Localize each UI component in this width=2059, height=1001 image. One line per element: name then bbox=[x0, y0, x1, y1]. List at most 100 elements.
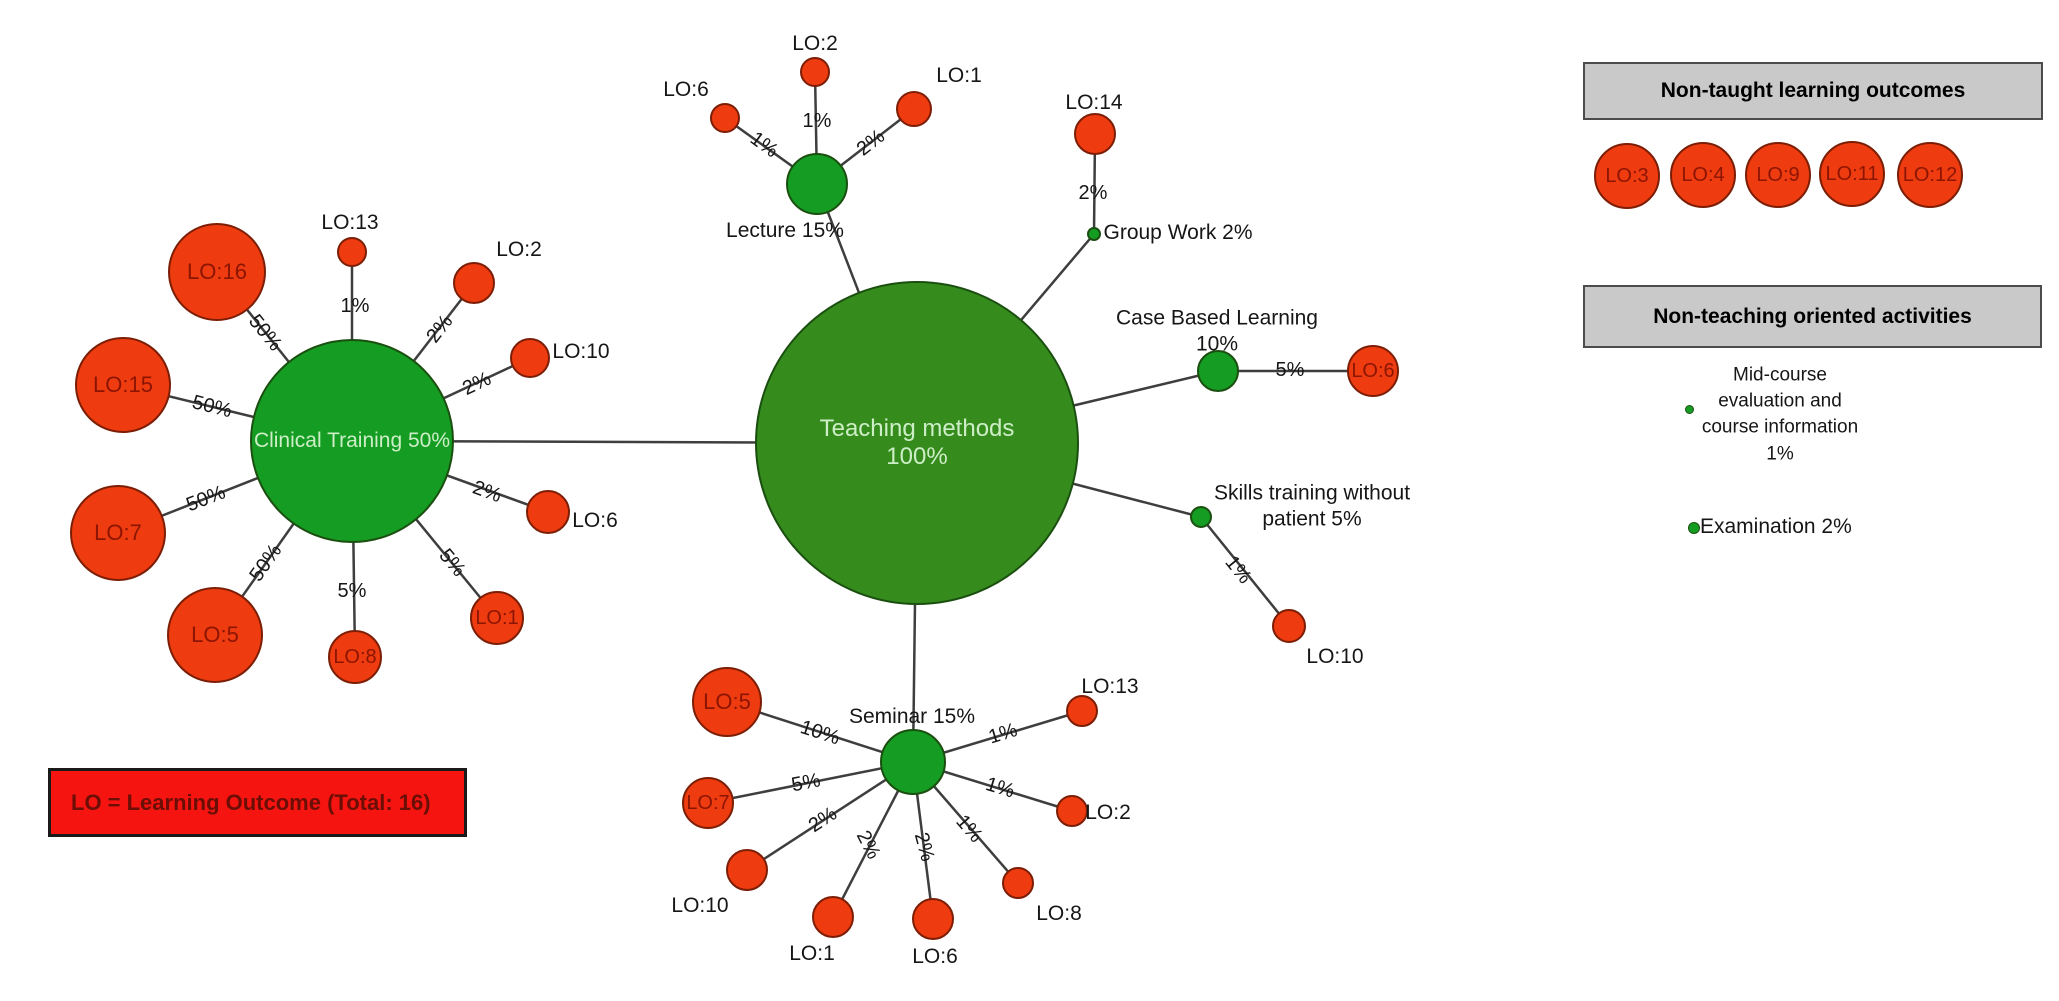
cbl-lo6-node: LO:6 bbox=[1347, 345, 1399, 397]
edge-seminar-lo8-label: 1% bbox=[951, 810, 987, 847]
lecture-lo6-node-label: LO:6 bbox=[663, 78, 709, 102]
clinical-lo5-node: LO:5 bbox=[167, 587, 263, 683]
seminar-lo1-node-label: LO:1 bbox=[789, 942, 835, 966]
case-based-learning-node bbox=[1197, 350, 1239, 392]
edge-clinical-lo15-label: 50% bbox=[189, 391, 235, 423]
edge-cbl-lo6-label: 5% bbox=[1275, 358, 1305, 381]
teaching-methods-node-label: Teaching methods 100% bbox=[819, 415, 1015, 470]
edge-seminar-lo10-label: 2% bbox=[804, 802, 842, 837]
edge-lecture-lo2-label: 1% bbox=[802, 109, 832, 132]
mid-course-dot bbox=[1685, 405, 1694, 414]
edge-skills-lo10-label: 1% bbox=[1220, 551, 1256, 589]
edge-seminar-lo6-label: 2% bbox=[909, 830, 939, 864]
non-teaching-header: Non-teaching oriented activities bbox=[1583, 285, 2042, 348]
groupwork-lo14-node-label: LO:14 bbox=[1065, 91, 1123, 115]
skills-training-node bbox=[1190, 506, 1212, 528]
clinical-lo5-node-label: LO:5 bbox=[191, 622, 239, 648]
seminar-node bbox=[880, 729, 946, 795]
clinical-lo8-node-label: LO:8 bbox=[333, 645, 377, 668]
seminar-lo7-node-label: LO:7 bbox=[686, 791, 730, 814]
mid-course-label: Mid-course evaluation and course informa… bbox=[1701, 364, 1859, 465]
nontaught-lo4-node: LO:4 bbox=[1670, 142, 1736, 208]
clinical-lo15-node: LO:15 bbox=[75, 337, 171, 433]
edge-seminar-lo7 bbox=[707, 760, 914, 805]
clinical-lo2-node bbox=[453, 262, 495, 304]
clinical-lo10-node-label: LO:10 bbox=[552, 340, 610, 364]
skills-lo10-node-label: LO:10 bbox=[1306, 645, 1364, 669]
nontaught-lo3-node-label: LO:3 bbox=[1605, 164, 1649, 187]
edge-groupwork-lo14-label: 2% bbox=[1078, 181, 1108, 204]
clinical-lo7-node-label: LO:7 bbox=[94, 520, 142, 546]
clinical-training-node-label: Clinical Training 50% bbox=[253, 428, 451, 452]
nontaught-lo9-node-label: LO:9 bbox=[1756, 163, 1800, 186]
seminar-lo6-node-label: LO:6 bbox=[912, 945, 958, 969]
nontaught-lo11-node-label: LO:11 bbox=[1825, 162, 1879, 185]
edge-seminar-lo13-label: 1% bbox=[985, 719, 1020, 749]
clinical-lo10-node bbox=[510, 338, 550, 378]
clinical-lo8-node: LO:8 bbox=[328, 630, 382, 684]
seminar-lo13-node-label: LO:13 bbox=[1081, 675, 1139, 699]
seminar-lo6-node bbox=[912, 898, 954, 940]
edge-clinical-lo6-label: 2% bbox=[469, 476, 505, 508]
edge-clinical-lo13-label: 1% bbox=[340, 294, 370, 317]
skills-lo10-node bbox=[1272, 609, 1306, 643]
edge-clinical-lo1-label: 5% bbox=[434, 544, 470, 582]
lecture-lo2-node bbox=[800, 57, 830, 87]
non-taught-header: Non-taught learning outcomes bbox=[1583, 62, 2043, 120]
examination-dot bbox=[1688, 522, 1700, 534]
clinical-lo6-node-label: LO:6 bbox=[572, 509, 618, 533]
seminar-lo1-node bbox=[812, 896, 854, 938]
teaching-methods-node: Teaching methods 100% bbox=[755, 281, 1079, 605]
seminar-lo7-node: LO:7 bbox=[682, 777, 734, 829]
seminar-lo2-node bbox=[1056, 795, 1088, 827]
lecture-lo2-node-label: LO:2 bbox=[792, 32, 838, 56]
clinical-lo15-node-label: LO:15 bbox=[93, 372, 153, 398]
edge-clinical-lo10-label: 2% bbox=[459, 367, 495, 400]
edge-clinical-lo8-label: 5% bbox=[337, 579, 367, 602]
group-work-node bbox=[1087, 227, 1101, 241]
examination-label: Examination 2% bbox=[1700, 515, 1852, 538]
clinical-lo6-node bbox=[526, 490, 570, 534]
clinical-lo7-node: LO:7 bbox=[70, 485, 166, 581]
clinical-training-node: Clinical Training 50% bbox=[250, 339, 454, 543]
edge-seminar-lo1-label: 2% bbox=[851, 827, 885, 863]
nontaught-lo11-node: LO:11 bbox=[1819, 141, 1885, 207]
skills-training-node-label: Skills training without patient 5% bbox=[1213, 481, 1411, 530]
seminar-lo5-node-label: LO:5 bbox=[703, 689, 751, 715]
seminar-lo8-node bbox=[1002, 867, 1034, 899]
nontaught-lo9-node: LO:9 bbox=[1745, 142, 1811, 208]
lecture-node bbox=[786, 153, 848, 215]
clinical-lo2-node-label: LO:2 bbox=[496, 238, 542, 262]
clinical-lo16-node-label: LO:16 bbox=[187, 259, 247, 285]
seminar-lo10-node-label: LO:10 bbox=[671, 894, 729, 918]
cbl-lo6-node-label: LO:6 bbox=[1351, 359, 1395, 382]
lecture-lo1-node bbox=[896, 91, 932, 127]
edge-clinical-lo5-label: 50% bbox=[245, 540, 287, 586]
lecture-node-label: Lecture 15% bbox=[726, 219, 844, 243]
edge-skills-lo10 bbox=[1200, 516, 1290, 627]
edge-clinical-lo2-label: 2% bbox=[422, 310, 458, 348]
edge-lecture-lo1-label: 2% bbox=[852, 125, 890, 161]
clinical-lo1-node: LO:1 bbox=[470, 591, 524, 645]
nontaught-lo4-node-label: LO:4 bbox=[1681, 163, 1725, 186]
legend-label: LO = Learning Outcome (Total: 16) bbox=[71, 789, 431, 815]
clinical-lo13-node bbox=[337, 237, 367, 267]
case-based-learning-node-label: Case Based Learning 10% bbox=[1116, 306, 1318, 355]
clinical-lo13-node-label: LO:13 bbox=[321, 211, 379, 235]
edge-clinical-lo16-label: 50% bbox=[244, 310, 287, 356]
seminar-lo13-node bbox=[1066, 695, 1098, 727]
edge-clinical-lo7-label: 50% bbox=[183, 481, 229, 517]
nontaught-lo3-node: LO:3 bbox=[1594, 143, 1660, 209]
clinical-lo1-node-label: LO:1 bbox=[475, 606, 519, 629]
group-work-node-label: Group Work 2% bbox=[1103, 221, 1253, 245]
seminar-node-label: Seminar 15% bbox=[848, 705, 976, 729]
seminar-lo5-node: LO:5 bbox=[692, 667, 762, 737]
nontaught-lo12-node-label: LO:12 bbox=[1902, 163, 1958, 186]
edge-seminar-lo2-label: 1% bbox=[983, 773, 1018, 803]
edge-seminar-lo5-label: 10% bbox=[797, 716, 843, 750]
legend-box: LO = Learning Outcome (Total: 16) bbox=[48, 768, 467, 837]
nontaught-lo12-node: LO:12 bbox=[1897, 142, 1963, 208]
seminar-lo8-node-label: LO:8 bbox=[1036, 902, 1082, 926]
